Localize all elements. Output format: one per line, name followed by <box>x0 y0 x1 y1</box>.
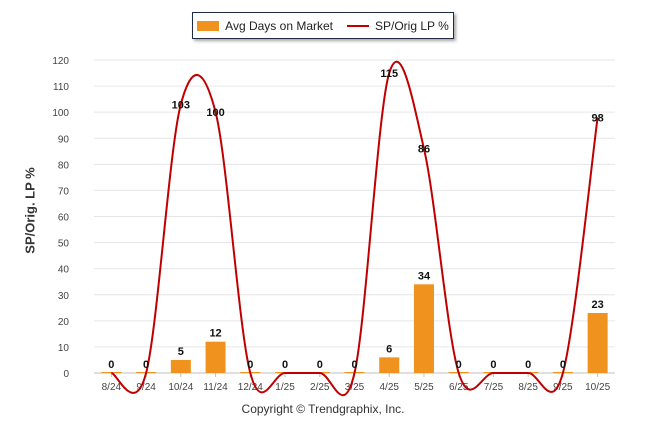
x-tick-label: 1/25 <box>275 382 295 393</box>
y-tick-label: 50 <box>58 239 70 250</box>
bar-data-label: 5 <box>178 346 184 358</box>
line-data-label: 86 <box>418 144 430 156</box>
y-tick-label: 70 <box>58 186 70 197</box>
y-tick-label: 80 <box>58 160 70 171</box>
bar-data-label: 0 <box>143 359 149 371</box>
x-tick-label: 4/25 <box>379 382 399 393</box>
x-tick-label: 11/24 <box>203 382 228 393</box>
copyright-footer: Copyright © Trendgraphix, Inc. <box>241 402 405 416</box>
bar-data-label: 0 <box>525 359 531 371</box>
x-tick-label: 9/24 <box>136 382 156 393</box>
bar-data-label: 0 <box>456 359 462 371</box>
bar-data-label: 0 <box>560 359 566 371</box>
x-tick-label: 3/25 <box>345 382 365 393</box>
y-tick-label: 20 <box>58 317 70 328</box>
x-tick-label: 12/24 <box>238 382 263 393</box>
y-tick-label: 40 <box>58 265 70 276</box>
line-data-label: 98 <box>592 112 604 124</box>
y-tick-label: 60 <box>58 213 70 224</box>
y-tick-label: 90 <box>58 134 70 145</box>
y-tick-label: 0 <box>63 369 69 380</box>
bar-data-label: 0 <box>247 359 253 371</box>
y-tick-label: 30 <box>58 291 70 302</box>
bar-data-label: 34 <box>418 270 431 282</box>
bar-data-label: 0 <box>108 359 114 371</box>
legend-swatch-line <box>347 24 369 27</box>
x-tick-label: 10/25 <box>585 382 610 393</box>
bar <box>379 357 400 373</box>
y-tick-label: 120 <box>52 56 69 67</box>
bar-data-label: 0 <box>317 359 323 371</box>
x-tick-label: 6/25 <box>449 382 469 393</box>
bar <box>587 313 608 373</box>
legend-swatch-bar <box>197 20 220 31</box>
line-data-label: 100 <box>206 107 224 119</box>
bar-data-label: 12 <box>209 328 221 340</box>
y-tick-label: 110 <box>53 82 69 93</box>
y-tick-label: 100 <box>52 108 69 119</box>
bar-data-label: 23 <box>592 299 604 311</box>
legend-label-line: SP/Orig LP % <box>375 18 449 33</box>
bar <box>413 284 434 373</box>
x-tick-label: 5/25 <box>414 382 434 393</box>
line-series <box>110 60 599 397</box>
legend-label-bar: Avg Days on Market <box>225 18 333 33</box>
x-tick-label: 8/25 <box>518 382 538 393</box>
bar-data-label: 0 <box>282 359 288 371</box>
legend-item-bar[interactable]: Avg Days on Market <box>197 19 333 33</box>
y-tick-label: 10 <box>58 343 70 354</box>
x-tick-label: 9/25 <box>553 382 573 393</box>
x-tick-label: 2/25 <box>310 382 330 393</box>
legend-item-line[interactable]: SP/Orig LP % <box>347 19 449 33</box>
legend: Avg Days on Market SP/Orig LP % <box>192 12 454 39</box>
bar <box>170 359 191 373</box>
bar-data-label: 6 <box>386 343 392 355</box>
line-data-label: 115 <box>380 68 398 80</box>
bar-data-label: 0 <box>490 359 496 371</box>
bar <box>205 341 226 373</box>
x-tick-label: 10/24 <box>168 382 193 393</box>
x-tick-label: 7/25 <box>484 382 504 393</box>
x-tick-label: 8/24 <box>102 382 122 393</box>
line-data-label: 103 <box>172 99 190 111</box>
bar-data-label: 0 <box>351 359 357 371</box>
